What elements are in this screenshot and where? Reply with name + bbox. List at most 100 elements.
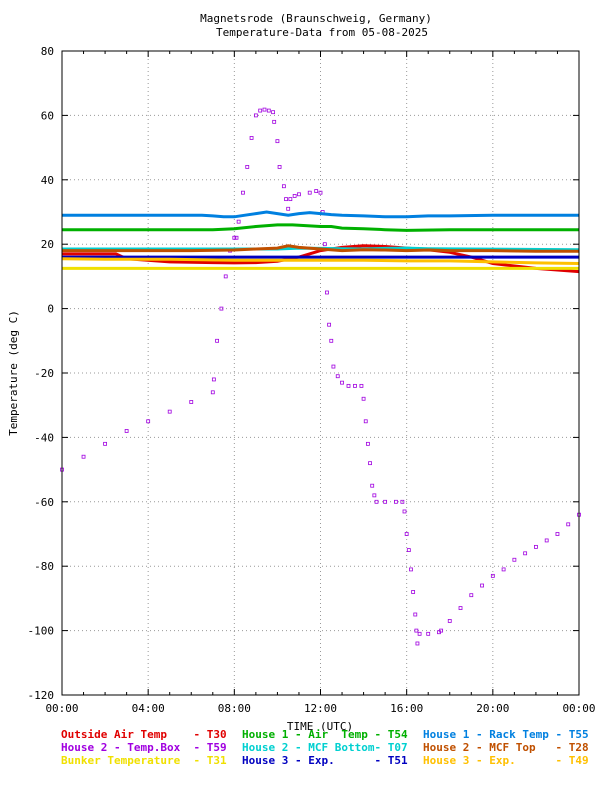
series-point [236,219,241,224]
series-point [544,538,549,543]
series-point [286,206,291,211]
series-point [361,396,366,401]
series-group [62,223,579,232]
series-point [411,590,416,594]
series-point [307,190,312,195]
y-axis-ticks: 80 60 40 20 0 -20 -40 -60 -80 -100 -120 [28,45,579,702]
y-axis-label: Temperature (deg C) [7,310,20,436]
series-point [167,409,172,414]
series-point [414,628,419,633]
series-line [61,257,580,265]
series-point [566,522,571,527]
series-point [146,419,151,424]
series-point [329,338,334,343]
series-group [60,107,581,646]
series-point [331,364,336,369]
series-point [272,119,277,124]
series-group [61,257,580,265]
series-point [370,483,375,488]
series-point [523,551,528,556]
series-point [512,557,517,562]
x-axis-ticks: 00:00 04:00 08:00 12:00 16:00 20:00 00:00 [45,51,596,715]
series-point [402,509,407,514]
series-point [241,190,245,195]
series-point [340,380,344,385]
y-tick-label: -100 [28,625,55,638]
legend-entry: House 3 - Exp. - T49 [423,754,589,767]
series-point [288,197,293,202]
series-point [314,189,319,193]
series-point [413,612,418,617]
series-point [469,593,474,598]
series-point [258,108,263,113]
series-point [215,338,220,343]
series-point [281,184,286,189]
series-point [277,165,282,169]
series-point [322,242,327,247]
series-point [404,532,409,536]
grid-lines [62,51,579,695]
series-point [210,390,215,395]
series-point [374,499,379,504]
series-line [62,210,579,219]
series-point [400,499,405,504]
series-point [189,400,194,404]
x-tick-label: 20:00 [476,702,509,715]
y-tick-label: -60 [34,496,54,509]
series-point [363,419,368,424]
series-point [555,532,560,536]
series-point [447,619,452,623]
legend-entry: House 3 - Exp. - T51 [242,754,408,767]
legend-entry: Outside Air Temp - T30 [61,728,227,741]
series-point [439,628,444,633]
x-tick-label: 00:00 [562,702,595,715]
series-point [325,290,329,295]
y-tick-label: -120 [28,689,55,702]
y-tick-label: 0 [47,303,54,316]
series-point [292,193,297,198]
series-point [501,567,506,572]
series-group [62,210,579,219]
legend-entry: Bunker Temperature - T31 [61,754,227,767]
series-point [372,493,377,498]
series-point [368,461,372,466]
series-point [266,108,271,113]
series-point [253,113,258,118]
series-point [262,107,267,112]
series-line [62,244,579,253]
y-tick-label: -20 [34,367,54,380]
series-point [359,383,364,388]
series-point [249,136,254,140]
series-point [271,110,276,115]
x-tick-label: 08:00 [218,702,251,715]
y-tick-label: 20 [41,238,54,251]
series-point [409,567,413,572]
chart-subtitle: Temperature-Data from 05-08-2025 [216,26,428,39]
series-point [458,606,463,610]
series-point [232,235,237,240]
series-point [318,190,323,195]
y-tick-label: 40 [41,174,54,187]
legend-entry: House 1 - Air Temp - T54 [242,728,408,741]
series-point [490,573,495,578]
legend-entry: House 2 - Temp.Box - T59 [61,741,227,754]
x-tick-label: 04:00 [132,702,165,715]
series-point [383,499,388,504]
series-point [211,377,216,382]
series-point [365,441,370,446]
series-point [415,641,420,646]
y-tick-label: -40 [34,431,54,444]
plot-area [60,107,581,646]
series-point [103,441,107,446]
chart-title: Magnetsrode (Braunschweig, Germany) [200,12,432,25]
series-point [284,197,288,202]
series-group [62,244,579,253]
series-point [335,374,340,379]
x-axis-label: TIME (UTC) [287,720,353,733]
y-tick-label: 80 [41,45,54,58]
series-point [245,165,250,169]
series-point [353,383,357,388]
series-point [124,429,129,433]
series-point [297,192,301,197]
